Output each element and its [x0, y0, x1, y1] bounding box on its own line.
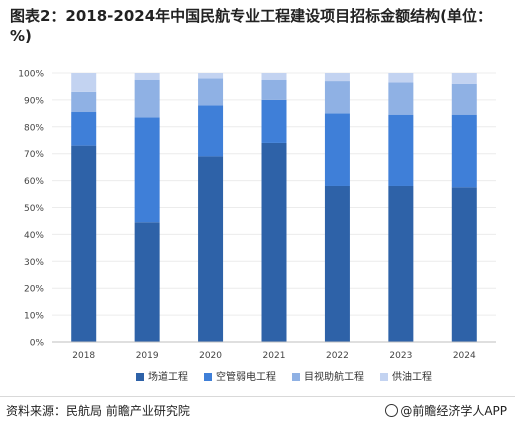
footer-divider — [0, 396, 515, 397]
bar-segment-2023-2 — [388, 82, 414, 115]
bar-segment-2022-1 — [324, 113, 350, 186]
y-tick-label: 40% — [24, 231, 44, 241]
y-tick-label: 100% — [18, 70, 44, 80]
bar-segment-2021-1 — [261, 99, 287, 143]
legend-swatch — [292, 373, 300, 381]
legend-swatch — [136, 373, 144, 381]
y-tick-label: 0% — [30, 339, 45, 349]
bar-segment-2018-0 — [71, 145, 97, 342]
bar-segment-2024-2 — [451, 83, 477, 115]
bar-segment-2021-0 — [261, 142, 287, 342]
bar-segment-2019-3 — [134, 73, 160, 80]
legend-label: 场道工程 — [148, 370, 188, 383]
bar-segment-2023-3 — [388, 73, 414, 83]
bar-segment-2018-2 — [71, 91, 97, 113]
bar-segment-2019-0 — [134, 222, 160, 342]
legend-label: 供油工程 — [392, 370, 432, 383]
bar-segment-2019-1 — [134, 117, 160, 223]
bar-segment-2019-2 — [134, 79, 160, 118]
bar-segment-2022-0 — [324, 185, 350, 342]
bar-segment-2020-0 — [198, 156, 224, 342]
x-tick-label: 2020 — [199, 351, 222, 361]
legend-label: 目视助航工程 — [304, 370, 364, 383]
legend-swatch — [204, 373, 212, 381]
x-tick-label: 2022 — [326, 351, 349, 361]
x-tick-label: 2018 — [72, 351, 95, 361]
y-tick-label: 30% — [24, 258, 44, 268]
chart-title: 图表2：2018-2024年中国民航专业工程建设项目招标金额结构(单位：%) — [10, 7, 493, 45]
brand-text: @前瞻经济学人APP — [400, 404, 507, 418]
bar-segment-2023-1 — [388, 114, 414, 186]
x-tick-label: 2024 — [453, 351, 476, 361]
bar-segment-2024-0 — [451, 187, 477, 342]
bar-segment-2020-3 — [198, 73, 224, 79]
bar-segment-2020-1 — [198, 105, 224, 157]
bar-segment-2022-3 — [324, 73, 350, 82]
y-tick-label: 90% — [24, 96, 44, 106]
bar-segment-2021-2 — [261, 79, 287, 100]
bar-segment-2024-3 — [451, 73, 477, 84]
y-tick-label: 20% — [24, 285, 44, 295]
bar-segment-2020-2 — [198, 78, 224, 106]
y-tick-label: 70% — [24, 150, 44, 160]
x-tick-label: 2023 — [389, 351, 412, 361]
y-tick-label: 50% — [24, 204, 44, 214]
brand-credit: @前瞻经济学人APP — [385, 402, 507, 419]
bar-segment-2018-1 — [71, 112, 97, 146]
x-tick-label: 2021 — [263, 351, 286, 361]
bar-segment-2021-3 — [261, 73, 287, 80]
bar-segment-2018-3 — [71, 73, 97, 92]
legend-swatch — [380, 373, 388, 381]
y-tick-label: 60% — [24, 177, 44, 187]
bar-segment-2022-2 — [324, 81, 350, 114]
source-note: 资料来源：民航局 前瞻产业研究院 — [6, 404, 190, 418]
x-tick-label: 2019 — [136, 351, 159, 361]
y-tick-label: 80% — [24, 123, 44, 133]
bar-segment-2024-1 — [451, 114, 477, 188]
y-tick-label: 10% — [24, 312, 44, 322]
bar-segment-2023-0 — [388, 185, 414, 342]
brand-logo-icon — [385, 404, 399, 417]
legend-label: 空管弱电工程 — [216, 370, 276, 383]
